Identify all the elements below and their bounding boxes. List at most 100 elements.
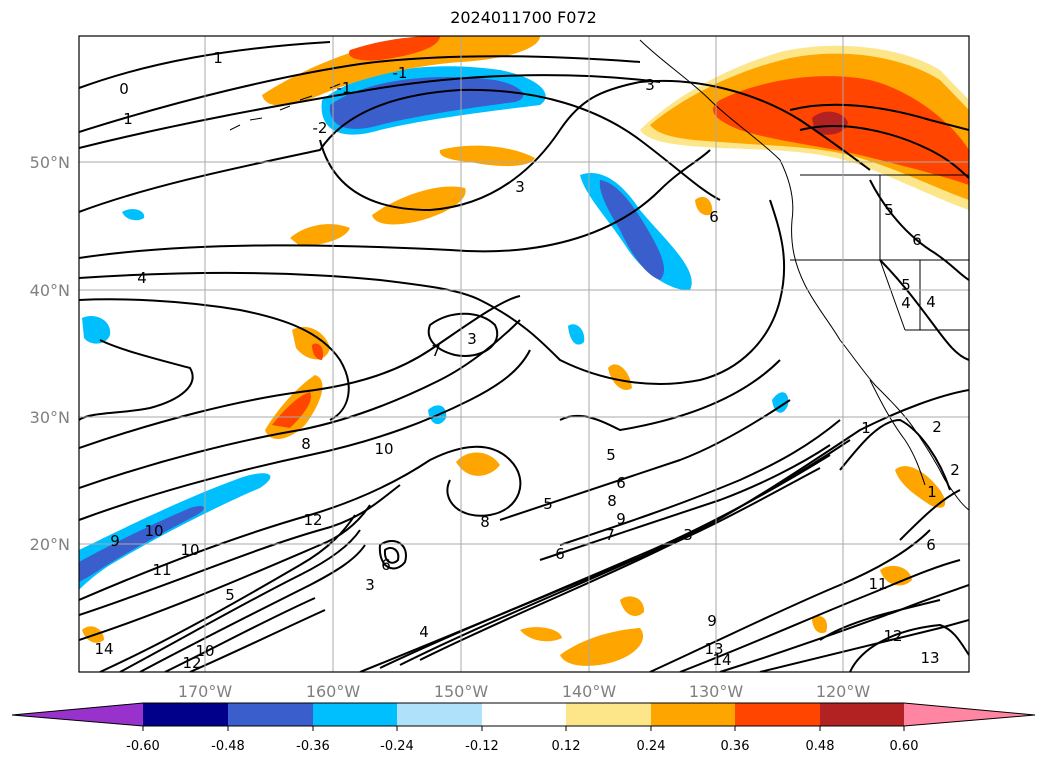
contour-line [79,484,401,616]
orange-anomaly-east-small [695,196,713,216]
colorbar-segment [397,703,482,726]
contour-label: 11 [152,561,171,579]
contour-label: 2 [932,418,942,436]
orange-anomaly-tropics-2 [620,596,645,616]
contour-label: 10 [144,522,163,540]
contour-line [319,79,871,212]
gridlines [79,36,969,672]
contour-label: 9 [616,510,626,528]
contour-layer [79,41,969,672]
contour-label: 3 [467,330,477,348]
colorbar-tick-label: -0.24 [380,739,414,754]
contour-line [559,419,841,546]
lon-tick-label: 130°W [689,682,744,701]
contour-label: 7 [605,526,615,544]
contour-label: 8 [480,513,490,531]
contour-line [189,609,326,672]
contour-label: -1 [393,64,408,82]
colorbar-segment-low-extend [12,703,143,726]
orange-anomaly-midpacific-1 [290,224,350,246]
colorbar-tick-label: 0.24 [637,739,666,754]
contour-line [79,55,641,133]
contour-line [79,504,371,641]
red-anomaly-bering [349,36,440,61]
contour-line [649,529,931,672]
contour-label: 10 [180,541,199,559]
colorbar-tick-label: 0.60 [890,739,919,754]
contour-label: 4 [137,269,147,287]
north-america-coastline [639,39,969,511]
contour-label: 13 [920,649,939,667]
lon-tick-label: 140°W [562,682,617,701]
contour-line [79,339,194,421]
contour-label: 6 [926,536,936,554]
deep-blue-anomaly-offshore-band [599,180,665,280]
contour-label: 6 [381,556,391,574]
orange-anomaly-midpacific-2 [372,186,466,225]
colorbar-segment [735,703,820,726]
blue-anomaly-small-1 [122,209,145,221]
contour-line [559,359,781,432]
orange-anomaly-small-c [608,364,632,390]
contour-line [164,597,316,672]
contour-label: 0 [119,80,129,98]
lon-tick-label: 150°W [434,682,489,701]
blue-anomaly-small-4 [772,392,789,413]
colorbar-tick-label: -0.12 [465,739,499,754]
blue-anomaly-small-3 [568,324,585,345]
contour-line [79,41,331,89]
orange-anomaly-mexico-coast [895,466,946,508]
red-anomaly-central-band [272,392,311,428]
contour-line [99,514,356,672]
lat-tick-label: 40°N [30,281,70,300]
contour-label: 6 [912,231,922,249]
contour-label: 8 [301,435,311,453]
contour-line [819,599,941,641]
red-anomaly-small-a [312,343,324,360]
orange-anomaly-tropics-5 [812,615,828,634]
lon-tick-label: 170°W [178,682,233,701]
contour-label: 4 [926,293,936,311]
contour-label: 14 [94,640,113,658]
state-borders [790,175,969,331]
contour-label: 3 [683,526,693,544]
contour-label: 4 [419,623,429,641]
colorbar-tick-label: -0.60 [126,739,160,754]
contour-line [539,444,831,561]
colorbar: -0.60 -0.48 -0.36 -0.24 -0.12 0.12 0.24 … [11,702,1036,754]
colorbar-segment [566,703,651,726]
contour-label: 3 [645,76,655,94]
contour-line [79,295,521,449]
contour-line [79,199,786,385]
contour-line [79,74,661,149]
colorbar-segment [820,703,904,726]
contour-line [879,259,969,361]
contour-label: -2 [313,119,328,137]
contour-label: 2 [950,461,960,479]
contour-label: -1 [337,79,352,97]
contour-line [79,445,522,601]
contour-label: 12 [182,654,201,672]
lon-tick-label: 160°W [306,682,361,701]
contour-label: 1 [861,419,871,437]
blue-anomaly-subtropical-band [79,473,271,590]
contour-label: 13 [704,640,723,658]
colorbar-tick-label: 0.12 [552,739,581,754]
contour-label: 6 [555,545,565,563]
contour-label: 5 [606,446,616,464]
contour-line [79,319,521,489]
contour-label: 1 [123,110,133,128]
contour-line [79,298,350,421]
contour-line [79,149,711,259]
colorbar-segment [482,703,566,726]
contour-line [679,559,961,672]
contour-label: 5 [901,276,911,294]
contour-line [799,125,969,179]
contour-line [839,418,951,491]
shaded-anomaly-layer [79,36,969,666]
contour-label: 9 [110,532,120,550]
contour-label: 10 [195,642,214,660]
orange-anomaly-midpacific-3 [439,145,535,167]
darkred-anomaly-pnw [812,111,848,135]
colorbar-tick-label: -0.36 [296,739,330,754]
